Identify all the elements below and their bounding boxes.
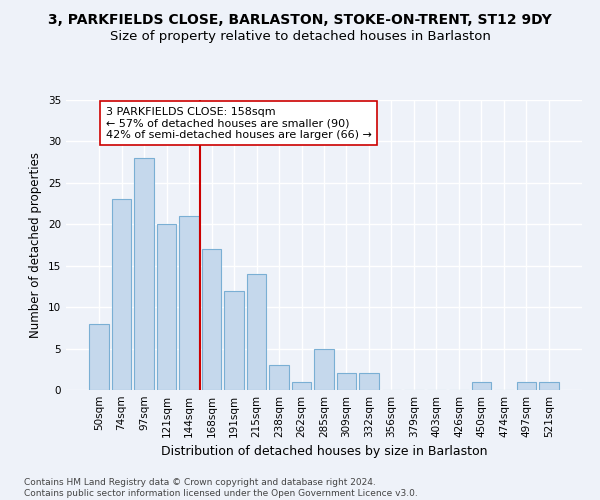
Bar [292,382,311,390]
Bar [269,365,289,390]
Bar [539,382,559,390]
Bar [202,249,221,390]
Bar [179,216,199,390]
Bar [517,382,536,390]
Bar [359,374,379,390]
Bar [247,274,266,390]
Bar [224,290,244,390]
Y-axis label: Number of detached properties: Number of detached properties [29,152,43,338]
Bar [89,324,109,390]
Bar [112,200,131,390]
Text: 3 PARKFIELDS CLOSE: 158sqm
← 57% of detached houses are smaller (90)
42% of semi: 3 PARKFIELDS CLOSE: 158sqm ← 57% of deta… [106,106,371,140]
Bar [157,224,176,390]
Bar [337,374,356,390]
Text: Contains HM Land Registry data © Crown copyright and database right 2024.
Contai: Contains HM Land Registry data © Crown c… [24,478,418,498]
Bar [472,382,491,390]
Text: 3, PARKFIELDS CLOSE, BARLASTON, STOKE-ON-TRENT, ST12 9DY: 3, PARKFIELDS CLOSE, BARLASTON, STOKE-ON… [48,12,552,26]
X-axis label: Distribution of detached houses by size in Barlaston: Distribution of detached houses by size … [161,446,487,458]
Text: Size of property relative to detached houses in Barlaston: Size of property relative to detached ho… [110,30,490,43]
Bar [314,348,334,390]
Bar [134,158,154,390]
